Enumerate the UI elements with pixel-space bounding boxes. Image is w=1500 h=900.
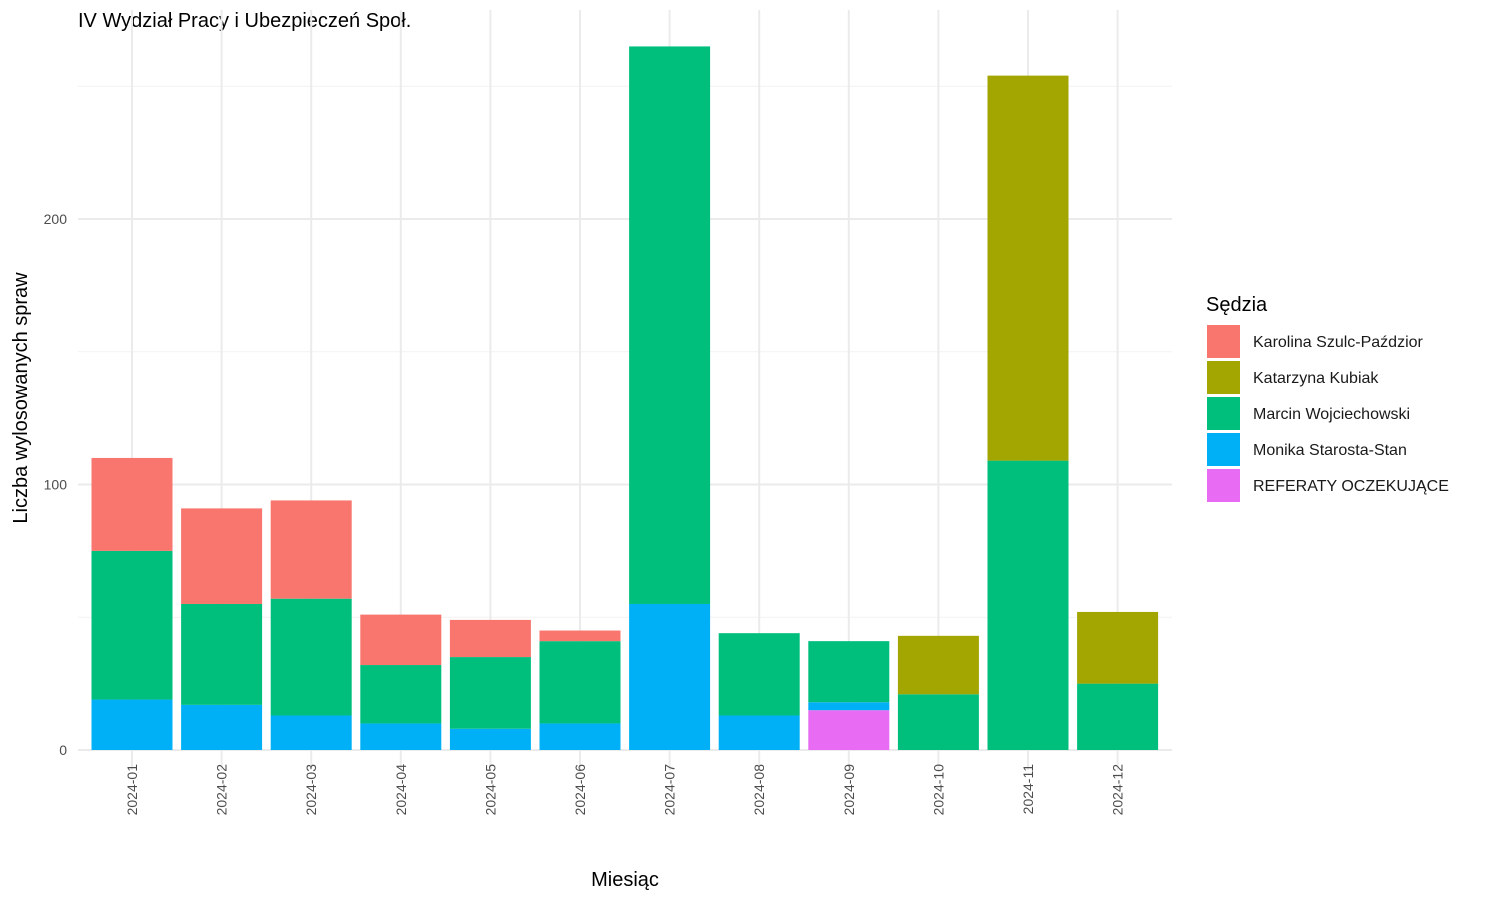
bar-segment: [449, 619, 531, 658]
chart-title: IV Wydział Pracy i Ubezpieczeń Społ.: [78, 10, 411, 32]
bar-segment: [629, 603, 711, 750]
bar-segment: [808, 641, 890, 703]
legend-label: Katarzyna Kubiak: [1253, 370, 1379, 387]
x-tick-label: 2024-03: [303, 764, 319, 816]
x-tick-label: 2024-08: [751, 764, 767, 816]
x-tick-label: 2024-09: [841, 764, 857, 816]
legend-label: Monika Starosta-Stan: [1253, 442, 1407, 459]
legend-swatch: [1207, 469, 1240, 502]
x-tick-label: 2024-01: [124, 764, 140, 816]
bar-segment: [808, 702, 890, 711]
bar-segment: [1077, 683, 1159, 750]
legend-swatch: [1207, 325, 1240, 358]
bar-segment: [1077, 611, 1159, 684]
legend-swatch: [1207, 361, 1240, 394]
bar-segment: [270, 500, 352, 599]
x-tick-label: 2024-02: [214, 764, 230, 816]
bar-segment: [449, 728, 531, 750]
legend-swatch: [1207, 397, 1240, 430]
x-tick-label: 2024-06: [572, 764, 588, 816]
x-tick-label: 2024-07: [662, 764, 678, 816]
bar-segment: [91, 699, 173, 750]
x-axis-ticks: 2024-01 2024-02 2024-03 2024-04 2024-05 2024-…: [124, 764, 1126, 816]
bar-segment: [539, 641, 621, 724]
legend: Sędzia Karolina Szulc-Paździor Katarzyna …: [1206, 294, 1449, 502]
bar-segment: [718, 633, 800, 716]
bar-segment: [987, 460, 1069, 750]
bar-segment: [360, 665, 442, 724]
x-tick-label: 2024-10: [930, 764, 946, 816]
y-axis-title: Liczba wylosowanych spraw: [10, 272, 32, 524]
legend-title: Sędzia: [1206, 294, 1268, 316]
bar-segment: [181, 508, 263, 604]
bar-segment: [270, 715, 352, 750]
x-tick-label: 2024-04: [393, 764, 409, 816]
bar-segment: [808, 710, 890, 750]
x-tick-label: 2024-12: [1110, 764, 1126, 816]
bar-segment: [360, 723, 442, 750]
bar-segment: [181, 704, 263, 750]
bar-segment: [987, 75, 1069, 461]
legend-label: REFERATY OCZEKUJĄCE: [1253, 478, 1449, 495]
y-tick-label: 100: [44, 477, 68, 493]
x-tick-label: 2024-11: [1020, 764, 1036, 815]
x-tick-label: 2024-05: [482, 764, 498, 816]
x-axis-title: Miesiąc: [591, 869, 659, 891]
bar-segment: [91, 457, 173, 551]
y-tick-label: 200: [44, 211, 68, 227]
bar-segment: [897, 635, 979, 695]
bars: [91, 46, 1159, 750]
bar-segment: [91, 550, 173, 700]
legend-label: Marcin Wojciechowski: [1253, 406, 1410, 423]
bar-segment: [897, 694, 979, 750]
bar-segment: [539, 630, 621, 642]
legend-swatch: [1207, 433, 1240, 466]
bar-segment: [718, 715, 800, 750]
legend-label: Karolina Szulc-Paździor: [1253, 334, 1424, 351]
bar-segment: [270, 598, 352, 716]
bar-segment: [360, 614, 442, 666]
y-axis-ticks: 0 100 200: [44, 211, 68, 758]
bar-segment: [629, 46, 711, 604]
bar-segment: [449, 657, 531, 729]
y-tick-label: 0: [59, 742, 67, 758]
bar-segment: [181, 603, 263, 705]
bar-segment: [539, 723, 621, 750]
